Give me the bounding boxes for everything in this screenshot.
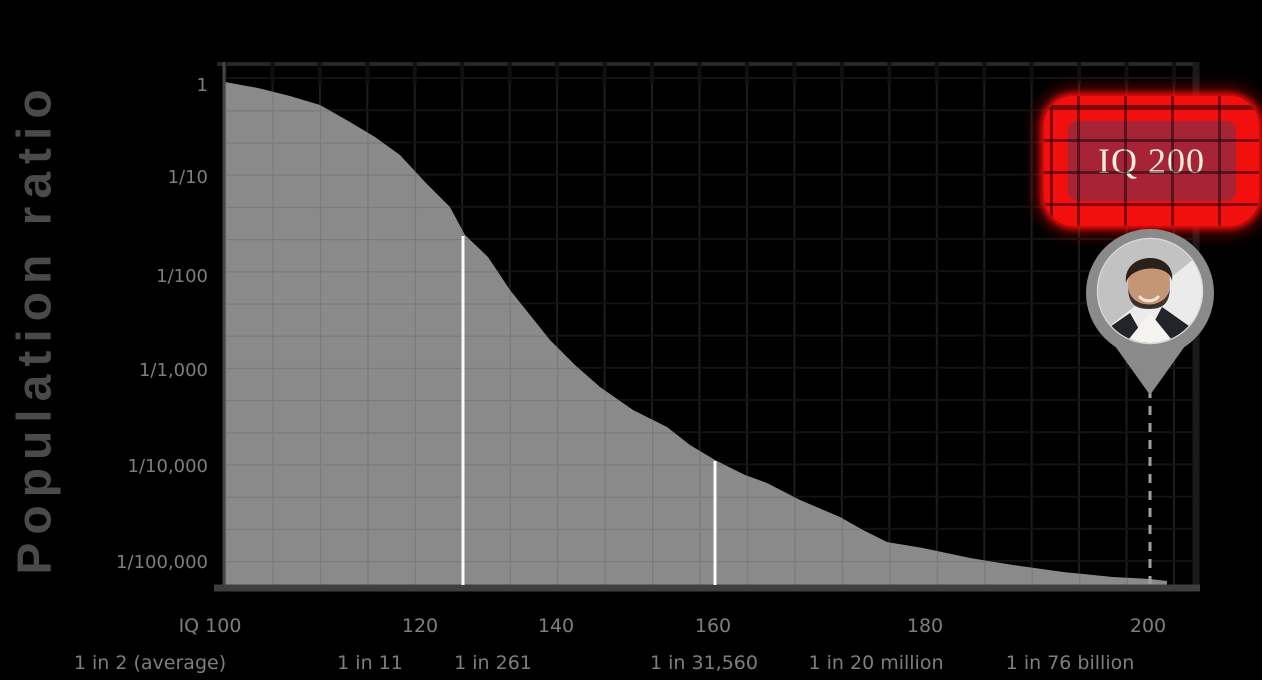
y-tick-label: 1/100,000 — [116, 552, 208, 573]
x-tick-label: 200 — [1129, 615, 1167, 637]
x-rarity-label: 1 in 31,560 — [650, 652, 758, 674]
x-tick-label: 120 — [401, 615, 439, 637]
x-rarity-label: 1 in 2 (average) — [73, 652, 227, 674]
x-rarity-label: 1 in 20 million — [808, 652, 944, 674]
area-curve — [225, 82, 1167, 586]
y-tick-label: 1/10 — [167, 167, 208, 188]
iq-badge: IQ 200 — [1044, 96, 1259, 226]
avatar-pin — [1078, 225, 1222, 397]
iq-badge-label: IQ 200 — [1098, 141, 1205, 181]
avatar-photo — [1098, 239, 1202, 343]
x-rarity-label: 1 in 261 — [454, 652, 532, 674]
x-rarity-label: 1 in 76 billion — [1005, 652, 1135, 674]
y-axis-title: Population ratio — [8, 81, 62, 575]
x-tick-label: 180 — [906, 615, 944, 637]
x-tick-label: IQ 100 — [178, 615, 242, 637]
y-tick-label: 1/100 — [156, 266, 208, 287]
y-tick-label: 1/10,000 — [127, 456, 209, 477]
x-tick-label: 140 — [537, 615, 575, 637]
x-tick-label: 160 — [694, 615, 732, 637]
y-tick-label: 1 — [196, 75, 208, 96]
x-rarity-label: 1 in 11 — [337, 652, 403, 674]
iq-badge-inner: IQ 200 — [1067, 121, 1236, 201]
y-tick-label: 1/1,000 — [138, 360, 208, 381]
avatar-pin-graphic — [1086, 229, 1214, 395]
